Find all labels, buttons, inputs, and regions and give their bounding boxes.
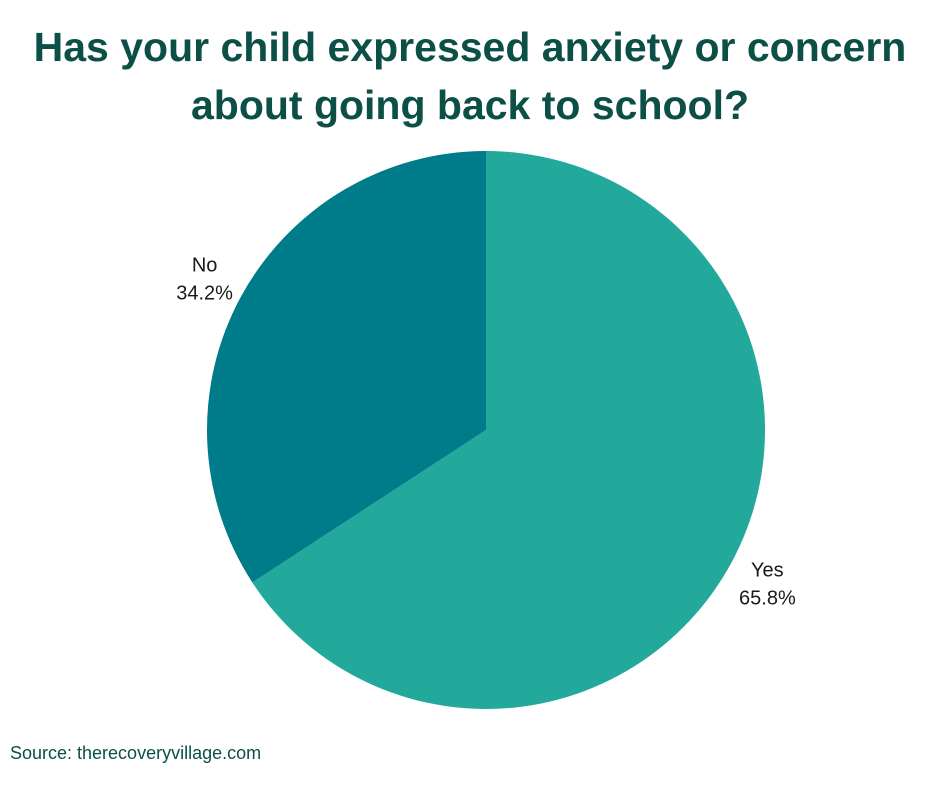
chart-title-line-1: Has your child expressed anxiety or conc… bbox=[33, 24, 907, 70]
pie-slice-yes bbox=[252, 151, 765, 709]
slice-percent-yes: 65.8% bbox=[739, 587, 796, 609]
slice-label-yes: Yes bbox=[751, 559, 784, 581]
source-note: Source: therecoveryvillage.com bbox=[10, 743, 262, 763]
pie-slices bbox=[206, 151, 765, 709]
pie-labels: Yes 65.8% No 34.2% bbox=[176, 255, 796, 610]
chart-title-line-2: about going back to school? bbox=[190, 82, 750, 128]
slice-label-no: No bbox=[192, 255, 218, 277]
pie-slice-no bbox=[206, 151, 487, 583]
slice-percent-no: 34.2% bbox=[176, 283, 233, 305]
chart-title: Has your child expressed anxiety or conc… bbox=[0, 18, 940, 134]
